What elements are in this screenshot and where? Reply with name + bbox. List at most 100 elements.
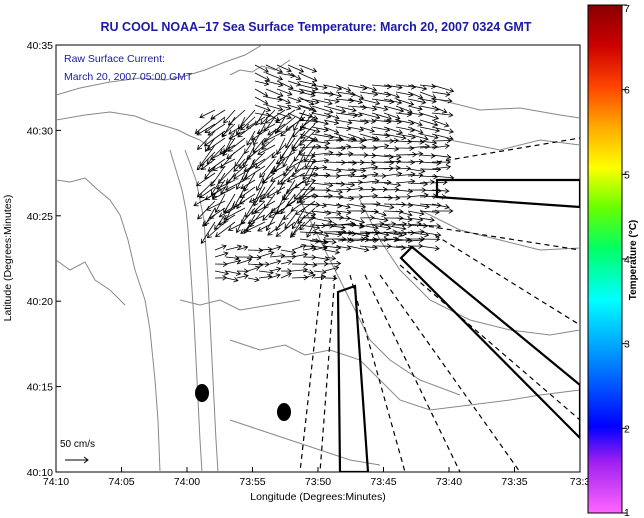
y-axis: 40:35 40:30 40:25 40:20 40:15 40:10 bbox=[27, 40, 61, 479]
current-vector bbox=[407, 91, 424, 100]
current-vector bbox=[225, 244, 243, 251]
current-vector bbox=[407, 143, 430, 150]
buoy-marker bbox=[195, 384, 209, 402]
current-vector bbox=[335, 160, 358, 166]
current-vector bbox=[204, 116, 226, 134]
current-vector bbox=[337, 220, 356, 227]
current-vector bbox=[383, 195, 401, 201]
current-vector bbox=[235, 172, 246, 190]
current-vector bbox=[395, 202, 414, 208]
current-vector bbox=[210, 165, 226, 187]
current-vector bbox=[195, 172, 216, 187]
current-vector bbox=[365, 237, 379, 243]
current-vector bbox=[347, 203, 367, 210]
current-vector bbox=[304, 144, 316, 162]
current-vector bbox=[275, 221, 296, 237]
current-vector bbox=[208, 207, 226, 219]
current-vector bbox=[383, 182, 402, 188]
current-vector bbox=[337, 231, 357, 237]
current-vector bbox=[200, 221, 216, 245]
current-vector bbox=[293, 109, 306, 132]
current-vector bbox=[407, 133, 429, 142]
current-vector bbox=[323, 214, 345, 221]
x-tick-label: 74:00 bbox=[174, 476, 200, 488]
current-vector bbox=[280, 268, 293, 274]
current-vector bbox=[240, 221, 256, 235]
current-vector bbox=[419, 236, 441, 243]
current-vector bbox=[311, 119, 329, 126]
current-vector bbox=[254, 64, 269, 73]
current-vector bbox=[233, 165, 256, 180]
current-vector bbox=[431, 154, 452, 160]
current-vector bbox=[393, 221, 408, 227]
current-vector bbox=[258, 250, 275, 258]
y-tick-label: 40:30 bbox=[27, 125, 53, 137]
current-vector bbox=[297, 207, 316, 224]
current-vector bbox=[298, 64, 318, 73]
current-vector bbox=[236, 268, 249, 274]
current-vector bbox=[431, 126, 455, 134]
current-vector bbox=[383, 137, 400, 144]
current-vector bbox=[311, 140, 331, 146]
current-vector bbox=[264, 109, 286, 124]
current-vector bbox=[227, 221, 246, 232]
current-vector bbox=[302, 245, 317, 252]
current-vector bbox=[313, 269, 327, 275]
current-vector bbox=[285, 158, 306, 171]
current-vector bbox=[371, 159, 395, 166]
current-vector bbox=[254, 104, 272, 112]
current-vector bbox=[311, 98, 333, 106]
current-vector bbox=[275, 109, 296, 124]
current-vector bbox=[431, 137, 452, 144]
current-vector bbox=[247, 247, 264, 254]
current-vector bbox=[258, 261, 270, 267]
current-vector bbox=[359, 118, 377, 124]
current-vector bbox=[214, 251, 229, 258]
current-vector bbox=[276, 88, 293, 96]
current-vector bbox=[302, 273, 316, 279]
current-vector bbox=[233, 158, 246, 173]
x-tick-label: 73:45 bbox=[370, 476, 396, 488]
current-vector bbox=[395, 138, 413, 145]
current-vector bbox=[215, 221, 236, 238]
map-title: RU COOL NOAA–17 Sea Surface Temperature:… bbox=[101, 20, 532, 34]
current-vector bbox=[244, 165, 266, 180]
current-vector bbox=[383, 126, 404, 135]
current-vector bbox=[260, 109, 276, 125]
current-vector bbox=[285, 130, 296, 149]
current-vector bbox=[257, 144, 276, 155]
current-vector bbox=[431, 91, 451, 97]
current-vector bbox=[371, 203, 395, 210]
current-vector bbox=[261, 130, 276, 146]
coastline bbox=[56, 45, 580, 472]
x-tick-label: 73:55 bbox=[239, 476, 265, 488]
current-vector bbox=[419, 179, 435, 185]
current-vector bbox=[335, 181, 356, 188]
current-vector bbox=[323, 98, 340, 104]
current-vector bbox=[407, 126, 424, 135]
current-vector bbox=[283, 186, 296, 201]
current-vector bbox=[431, 143, 450, 149]
colorbar-tick-label: 6 bbox=[624, 85, 630, 97]
current-vector bbox=[263, 130, 286, 143]
current-vector bbox=[323, 112, 340, 120]
current-vector bbox=[379, 221, 397, 227]
current-vector bbox=[280, 272, 292, 279]
current-vector bbox=[347, 126, 365, 132]
current-vector bbox=[216, 179, 236, 190]
current-vector bbox=[383, 91, 400, 99]
current-vector bbox=[313, 244, 329, 251]
current-vector bbox=[244, 137, 256, 154]
current-vector bbox=[395, 159, 416, 166]
current-vector bbox=[419, 112, 440, 121]
y-axis-label: Latitude (Degrees:Minutes) bbox=[2, 195, 14, 322]
current-vector bbox=[306, 221, 316, 238]
x-tick-label: 74:10 bbox=[43, 476, 69, 488]
current-vector bbox=[309, 229, 324, 236]
current-vector bbox=[287, 64, 305, 73]
current-vector bbox=[287, 72, 302, 80]
current-vector bbox=[371, 132, 391, 139]
current-vector bbox=[299, 224, 321, 231]
current-vector bbox=[193, 193, 216, 207]
current-vector bbox=[323, 84, 343, 91]
